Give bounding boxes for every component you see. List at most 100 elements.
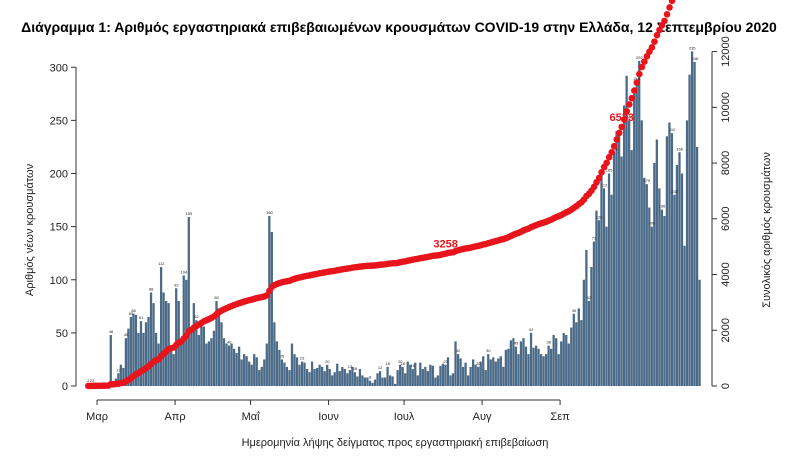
daily-bar (129, 316, 133, 386)
daily-bar (575, 322, 578, 386)
bar-value-label: 38 (547, 340, 552, 345)
daily-bar (303, 362, 306, 386)
cumulative-point (605, 154, 613, 161)
daily-bar (434, 377, 437, 386)
y-left-tick-label: 300 (50, 62, 68, 74)
daily-bar (388, 375, 392, 386)
daily-bar (217, 312, 221, 386)
daily-bar (628, 120, 631, 386)
cumulative-point (625, 101, 633, 108)
daily-bar (615, 131, 618, 386)
daily-bar (617, 135, 621, 386)
left-axis: 0 50 100 150 200 250 300 (50, 62, 77, 393)
daily-bar (492, 357, 495, 386)
daily-bar (376, 373, 379, 386)
bar-value-label: 166 (676, 146, 683, 151)
daily-bar (197, 335, 200, 386)
daily-bar (401, 366, 404, 386)
y-left-tick-label: 250 (50, 115, 68, 127)
daily-bar (474, 364, 477, 386)
daily-bar (633, 93, 636, 386)
y-right-tick-label: 4000 (720, 262, 732, 286)
chart-title: Διάγραμμα 1: Αριθμός εργαστηριακά επιβεβ… (21, 19, 777, 35)
daily-bar (449, 375, 452, 386)
bar-value-label: 306 (649, 221, 656, 226)
daily-bar (660, 209, 664, 386)
daily-bar (612, 152, 616, 386)
daily-bar (429, 364, 432, 386)
cumulative-point (666, 4, 673, 11)
daily-bar (222, 338, 226, 386)
daily-bar (149, 292, 153, 386)
daily-bar (685, 120, 689, 386)
daily-bar (230, 343, 233, 386)
daily-bar (562, 332, 565, 386)
daily-bar (610, 194, 613, 386)
daily-bar (524, 346, 528, 386)
daily-bar (300, 361, 304, 386)
x-tick-label: Αυγ (473, 411, 492, 423)
daily-bar (348, 370, 351, 386)
bar-value-label: 2 (92, 378, 95, 383)
daily-bar (414, 362, 417, 386)
daily-bar (315, 367, 319, 386)
daily-bar (187, 217, 190, 386)
daily-bar (404, 373, 407, 386)
cumulative-point (668, 0, 676, 5)
daily-bar (507, 348, 510, 386)
cumulative-point (628, 94, 636, 102)
daily-bar (139, 321, 143, 386)
daily-bar (431, 365, 435, 386)
daily-bar (283, 362, 286, 386)
daily-bar (137, 332, 140, 386)
bar-value-label: 20 (443, 359, 448, 364)
daily-bar (323, 371, 326, 386)
daily-bar (555, 338, 558, 386)
x-tick-label: Σεπ (550, 411, 570, 423)
cumulative-annotations: 3258 6533 13036 (433, 0, 742, 251)
daily-bar (391, 376, 394, 386)
cumulative-point (631, 87, 638, 94)
daily-bar (232, 348, 236, 386)
daily-bar (509, 340, 513, 386)
bar-value-label: 80 (214, 295, 219, 300)
y-right-tick-label: 2000 (720, 318, 732, 342)
daily-bar (678, 152, 681, 386)
x-tick-label: Ιουν (318, 411, 339, 423)
daily-bar (411, 369, 414, 386)
bar-value-label: 240 (626, 114, 633, 119)
daily-bar (421, 369, 424, 386)
bar-value-label: 2 (87, 378, 90, 383)
daily-bar (557, 354, 560, 386)
daily-bar (592, 241, 596, 386)
daily-bar (268, 216, 271, 386)
daily-bar (477, 366, 480, 386)
daily-bar (640, 120, 643, 386)
daily-bar (650, 226, 653, 386)
daily-bar (210, 338, 213, 386)
daily-bar (439, 365, 442, 386)
y-left-tick-label: 150 (50, 222, 68, 234)
daily-bar (424, 366, 427, 386)
daily-bar (134, 314, 138, 386)
daily-bar (441, 363, 445, 386)
daily-bar (605, 226, 608, 386)
daily-bar (235, 353, 238, 386)
cumulative-point (595, 174, 603, 182)
daily-bar (331, 375, 334, 386)
bar-value-label: 18 (353, 366, 358, 371)
daily-bar (159, 267, 163, 386)
daily-bar (512, 338, 515, 386)
daily-bar (399, 364, 402, 386)
bar-value-label: 196 (659, 204, 666, 209)
bar-value-label: 61 (139, 315, 144, 320)
bar-value-label: 48 (109, 329, 114, 334)
y-left-tick-label: 200 (50, 169, 68, 181)
daily-bar (519, 341, 523, 386)
cumulative-annotation: 13036 (712, 0, 743, 3)
daily-bar (142, 332, 145, 386)
daily-bar (346, 373, 349, 386)
daily-bar (416, 375, 419, 386)
daily-bar (572, 313, 575, 386)
bar-value-label: 42 (456, 348, 461, 353)
